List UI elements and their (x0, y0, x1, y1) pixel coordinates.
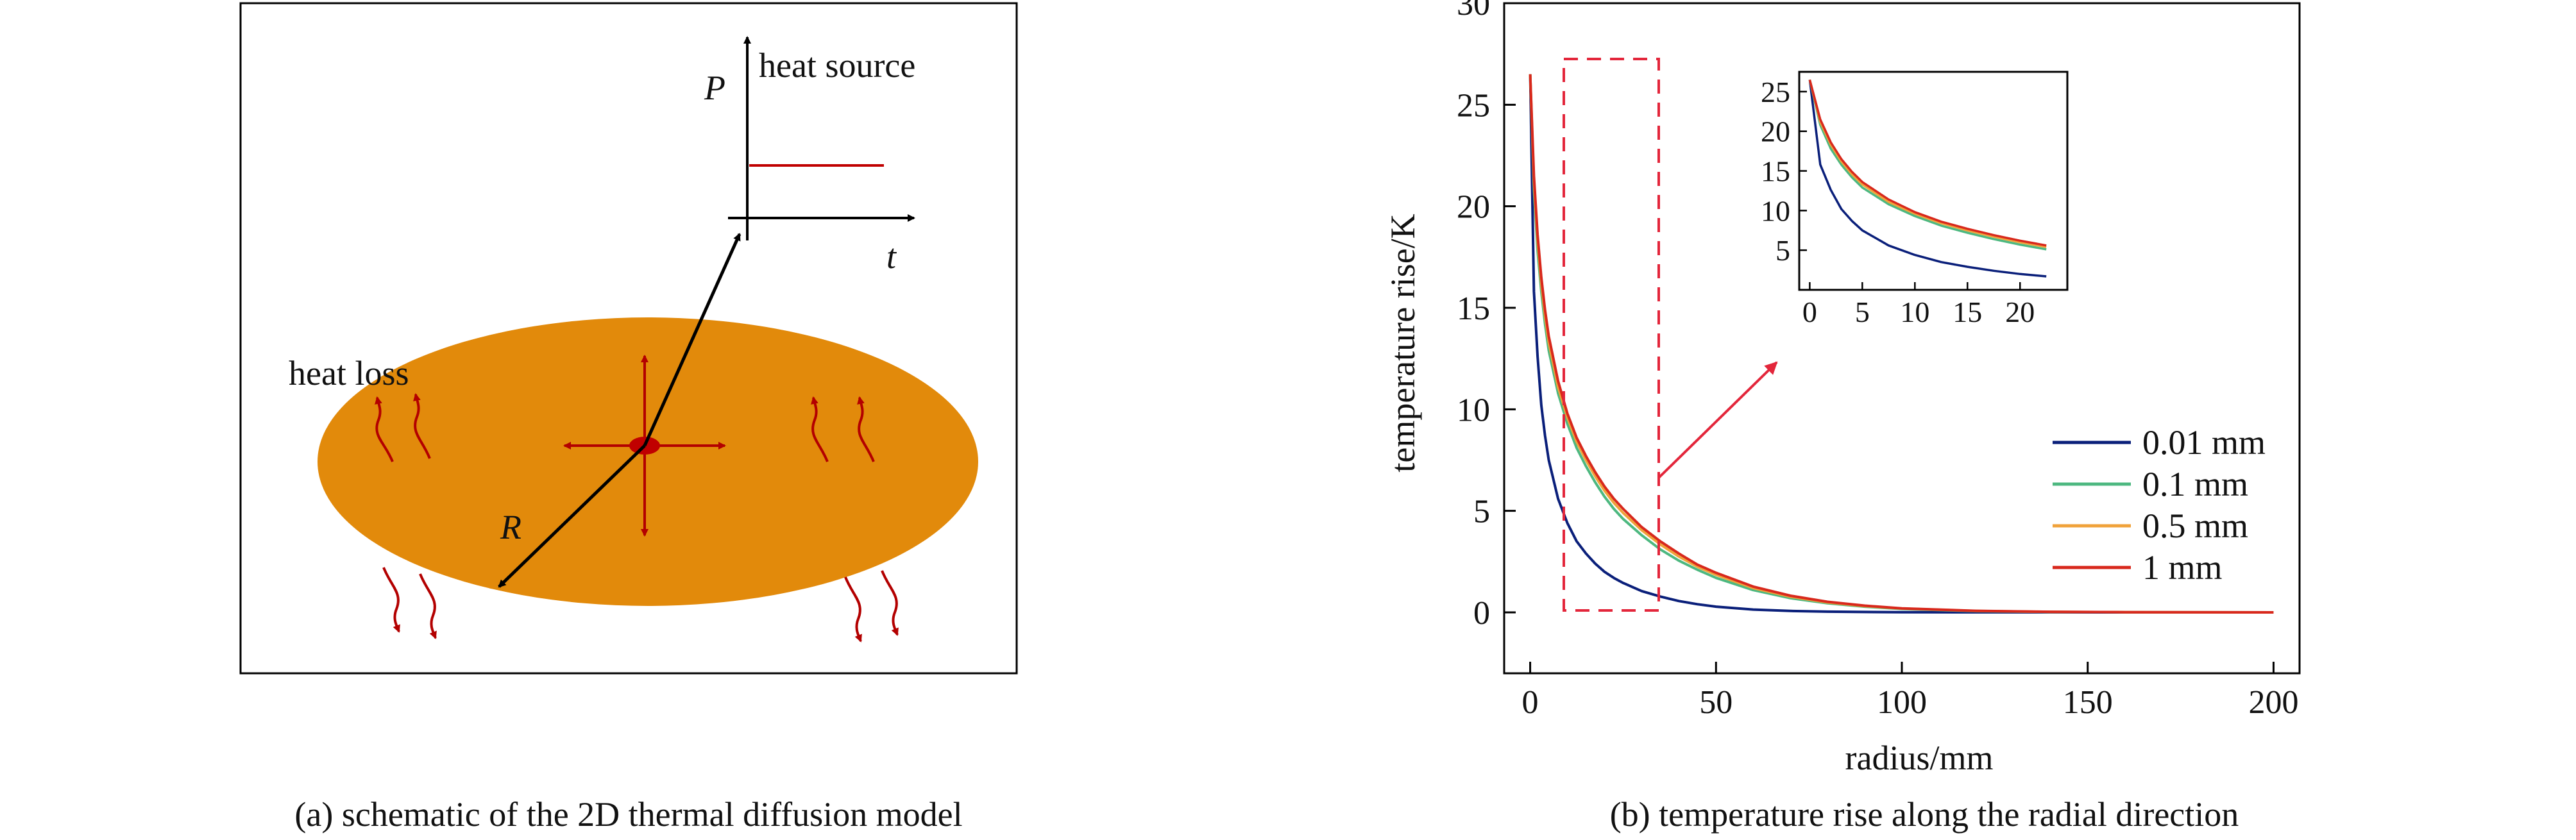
inset-series-line-1 (1808, 80, 2047, 251)
x-axis-label: radius/mm (1845, 739, 1994, 777)
inset-x-tick-label: 5 (1855, 296, 1870, 328)
y-tick-label: 0 (1473, 595, 1490, 632)
y-tick-label: 15 (1457, 290, 1490, 327)
x-tick-label: 200 (2248, 684, 2298, 721)
y-tick-label: 20 (1457, 189, 1490, 226)
inset-x-tick-label: 10 (1900, 296, 1929, 328)
main-series (1529, 74, 2274, 614)
x-tick-label: 100 (1877, 684, 1927, 721)
inset-x-tick-label: 15 (1953, 296, 1982, 328)
series-line-0 (1529, 74, 2274, 614)
zoom-pointer-arrow (1657, 361, 1778, 479)
heat-loss-arrows (375, 393, 899, 643)
inset-y-tick-label: 10 (1761, 194, 1790, 227)
radius-label: R (500, 508, 521, 546)
inset-y-tick-label: 20 (1761, 115, 1790, 148)
y-tick-label: 30 (1457, 0, 1490, 22)
inset-frame (1798, 71, 2069, 291)
x-tick-label: 150 (2063, 684, 2113, 721)
inset-series (1808, 79, 2047, 278)
power-label: P (704, 69, 725, 107)
legend: 0.01 mm0.1 mm 0.5 mm1 mm (2053, 423, 2266, 587)
y-tick-label: 25 (1457, 87, 1490, 124)
heat-loss-label: heat loss (289, 354, 409, 392)
inset-y-tick-label: 25 (1761, 76, 1790, 108)
legend-label: 0.01 mm (2142, 423, 2266, 462)
inset-series-line-3 (1808, 79, 2047, 247)
source-link-arrow (643, 233, 741, 447)
inset-y-tick-label: 15 (1761, 155, 1790, 188)
thermal-disc (318, 317, 978, 606)
x-tick-label: 50 (1699, 684, 1733, 721)
heat-source-label: heat source (759, 46, 915, 85)
panel-a-caption: (a) schematic of the 2D thermal diffusio… (294, 795, 962, 834)
radius-arrow (498, 444, 646, 588)
y-tick-label: 10 (1457, 392, 1490, 428)
series-line-3 (1529, 74, 2274, 614)
y-axis-label: temperature rise/K (1384, 214, 1422, 472)
x-tick-label: 0 (1522, 684, 1539, 721)
legend-label: 0.5 mm (2142, 507, 2248, 545)
inset-series-line-2 (1808, 79, 2047, 248)
panel-b-caption: (b) temperature rise along the radial di… (1610, 795, 2239, 834)
inset-y-tick-label: 5 (1775, 234, 1790, 267)
panel-a: P heat source t heat loss R (239, 2, 1018, 834)
y-tick-label: 5 (1473, 494, 1490, 530)
inset-x-tick-label: 0 (1802, 296, 1817, 328)
time-label: t (886, 237, 897, 276)
legend-label: 1 mm (2142, 548, 2223, 587)
legend-label: 0.1 mm (2142, 465, 2248, 503)
inset-series-line-0 (1808, 80, 2047, 278)
zoom-region-box (1563, 58, 1660, 612)
inset-x-tick-label: 20 (2005, 296, 2035, 328)
